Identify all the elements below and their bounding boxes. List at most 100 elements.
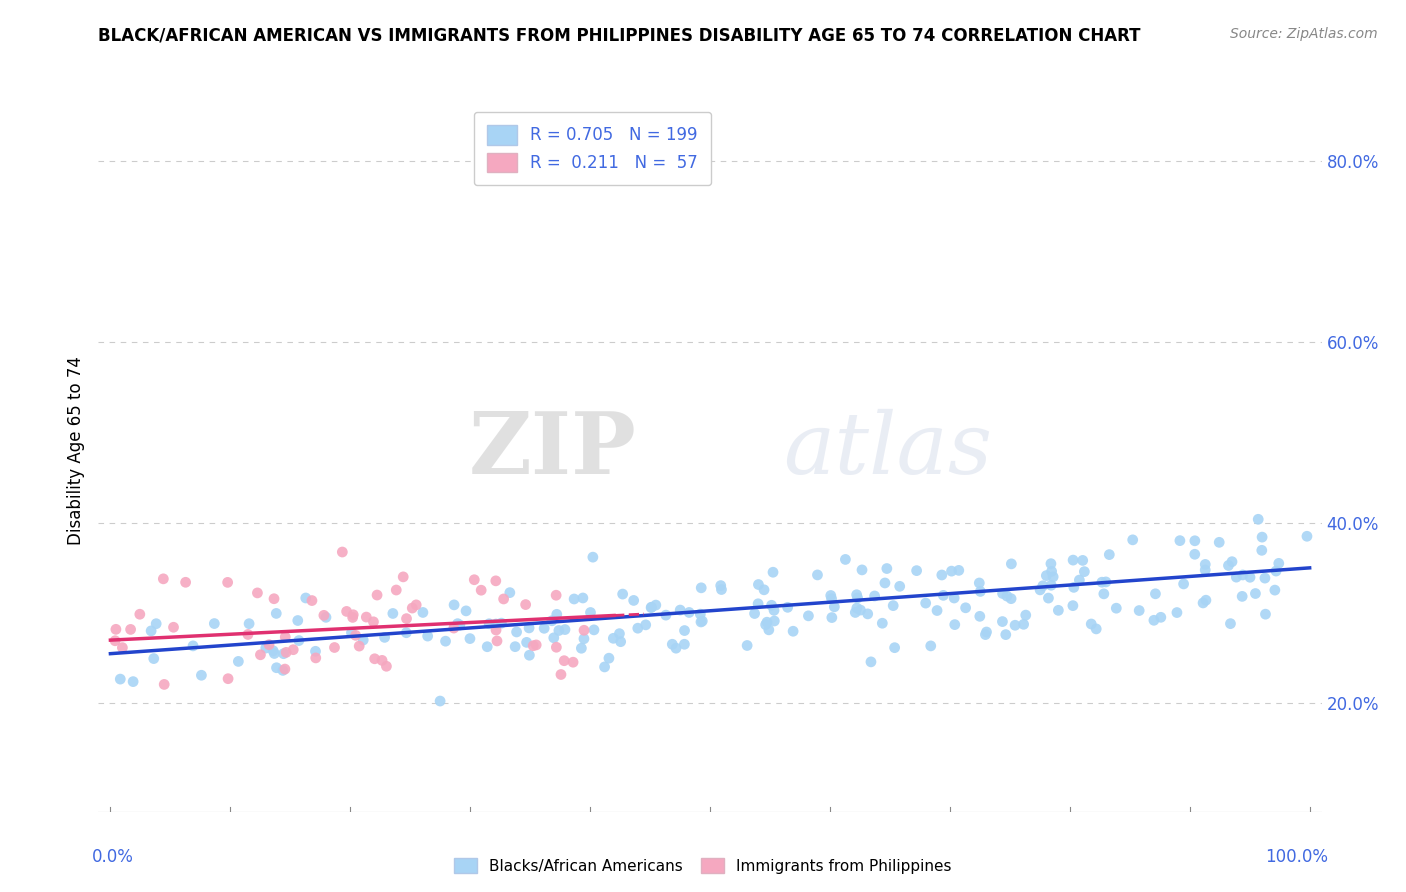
Point	[342, 607, 364, 622]
Point	[755, 615, 778, 630]
Point	[1184, 533, 1206, 548]
Point	[477, 640, 499, 654]
Point	[1268, 557, 1291, 571]
Point	[1264, 583, 1286, 598]
Point	[153, 677, 176, 691]
Point	[1247, 512, 1270, 526]
Point	[1144, 587, 1167, 601]
Point	[914, 596, 936, 610]
Point	[876, 561, 898, 575]
Point	[669, 603, 692, 617]
Point	[1128, 603, 1150, 617]
Point	[443, 621, 465, 635]
Point	[932, 588, 955, 602]
Point	[920, 639, 942, 653]
Point	[491, 616, 513, 631]
Point	[1004, 618, 1026, 632]
Point	[1251, 530, 1274, 544]
Point	[1168, 533, 1191, 548]
Point	[548, 624, 571, 638]
Point	[1062, 553, 1084, 567]
Point	[1173, 577, 1195, 591]
Point	[1080, 617, 1102, 632]
Point	[492, 591, 515, 606]
Point	[572, 591, 595, 605]
Point	[344, 628, 367, 642]
Point	[385, 582, 408, 597]
Point	[145, 616, 167, 631]
Point	[572, 624, 595, 638]
Point	[312, 608, 335, 623]
Point	[1220, 555, 1243, 569]
Point	[249, 648, 271, 662]
Point	[454, 604, 477, 618]
Point	[429, 694, 451, 708]
Point	[288, 633, 311, 648]
Point	[744, 607, 766, 621]
Point	[1166, 606, 1188, 620]
Point	[974, 627, 997, 641]
Point	[609, 634, 631, 648]
Point	[1000, 591, 1022, 606]
Point	[634, 618, 657, 632]
Point	[190, 668, 212, 682]
Point	[882, 599, 904, 613]
Point	[1232, 568, 1254, 582]
Point	[655, 608, 678, 623]
Point	[1039, 557, 1062, 571]
Point	[991, 586, 1014, 600]
Point	[1040, 564, 1063, 578]
Point	[1015, 608, 1038, 623]
Point	[1208, 535, 1230, 549]
Point	[690, 614, 713, 628]
Point	[516, 635, 538, 649]
Point	[287, 614, 309, 628]
Point	[533, 621, 555, 635]
Point	[162, 620, 184, 634]
Point	[104, 633, 127, 648]
Point	[598, 651, 620, 665]
Point	[543, 631, 565, 645]
Point	[340, 625, 363, 640]
Point	[458, 632, 481, 646]
Point	[782, 624, 804, 639]
Point	[752, 582, 775, 597]
Point	[366, 588, 388, 602]
Point	[262, 644, 284, 658]
Point	[948, 563, 970, 577]
Point	[1042, 570, 1064, 584]
Point	[1239, 570, 1261, 584]
Point	[449, 618, 471, 632]
Point	[276, 645, 298, 659]
Point	[485, 617, 508, 632]
Point	[820, 589, 842, 603]
Point	[263, 647, 285, 661]
Point	[336, 604, 359, 618]
Point	[797, 608, 820, 623]
Point	[776, 600, 799, 615]
Point	[1012, 617, 1035, 632]
Point	[661, 637, 683, 651]
Point	[174, 575, 197, 590]
Point	[356, 610, 378, 624]
Point	[851, 563, 873, 577]
Point	[834, 552, 856, 566]
Point	[582, 550, 605, 565]
Point	[747, 597, 769, 611]
Point	[412, 606, 434, 620]
Point	[1254, 571, 1277, 585]
Point	[572, 632, 595, 646]
Point	[330, 545, 353, 559]
Point	[443, 598, 465, 612]
Point	[374, 631, 396, 645]
Point	[416, 629, 439, 643]
Point	[446, 616, 468, 631]
Point	[763, 603, 786, 617]
Point	[710, 582, 733, 597]
Point	[856, 607, 879, 621]
Point	[315, 610, 337, 624]
Point	[181, 639, 204, 653]
Point	[873, 576, 896, 591]
Point	[806, 568, 828, 582]
Point	[640, 600, 662, 615]
